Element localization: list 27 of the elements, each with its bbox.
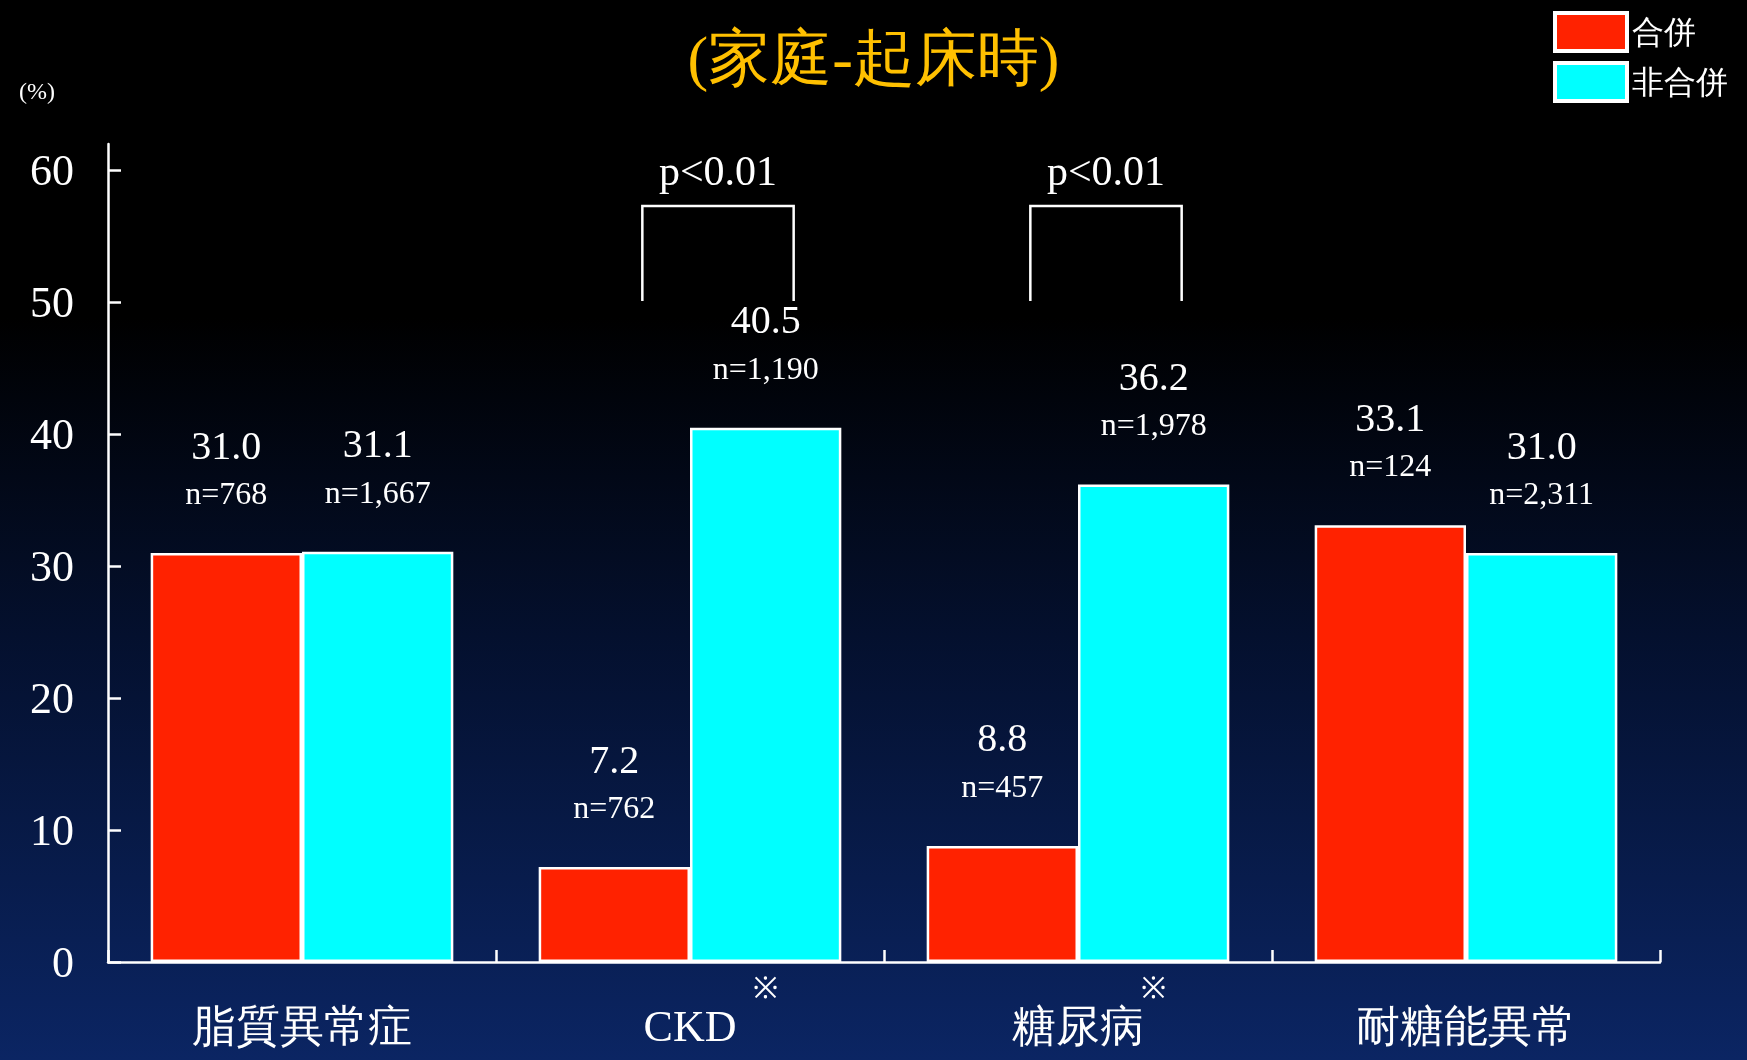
data-label: 33.1 n=124	[1349, 394, 1432, 484]
y-tick-label: 10	[30, 805, 74, 855]
legend-label: 合併	[1632, 14, 1696, 50]
x-tick-label: 耐糖能異常	[1356, 1001, 1576, 1051]
data-label: 31.0 n=768	[185, 422, 268, 511]
y-tick-label: 20	[30, 673, 74, 723]
data-label: 8.8 n=457	[961, 715, 1044, 804]
annotation: p<0.01	[1046, 148, 1166, 194]
text: ※	[753, 970, 779, 1004]
x-tick-label: 脂質異常症	[192, 1001, 412, 1051]
annotation: p<0.01	[658, 148, 778, 194]
data-label: 31.1 n=1,667	[324, 421, 431, 510]
y-axis-title: (%)	[19, 78, 55, 104]
data-label: 36.2 n=1,978	[1100, 353, 1207, 443]
legend-label: 非合併	[1632, 64, 1728, 100]
y-tick-label: 60	[30, 145, 74, 195]
data-label: 7.2 n=762	[573, 736, 656, 826]
y-tick-label: 40	[30, 409, 74, 459]
text: ※	[1141, 970, 1167, 1004]
y-tick-label: 50	[30, 277, 74, 327]
y-tick-label: 30	[30, 541, 74, 591]
data-label: 31.0 n=2,311	[1489, 422, 1595, 511]
x-tick-label: CKD	[643, 1001, 737, 1051]
y-tick-label: 0	[52, 937, 74, 987]
data-label: 40.5 n=1,190	[712, 297, 819, 386]
x-tick-label: 糖尿病	[1012, 1001, 1144, 1051]
chart-title: (家庭-起床時)	[687, 24, 1060, 93]
